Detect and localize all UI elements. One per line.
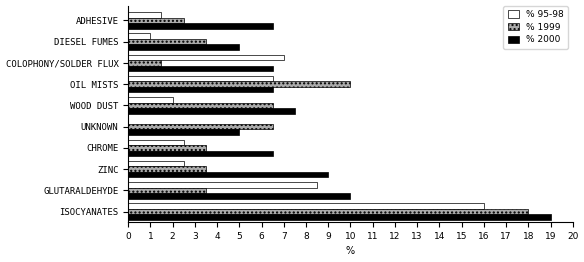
Bar: [128, 54, 284, 60]
Bar: [128, 145, 206, 151]
Bar: [128, 33, 151, 39]
Bar: [128, 103, 273, 108]
Bar: [128, 23, 273, 29]
Bar: [128, 66, 273, 71]
Bar: [128, 161, 184, 166]
Bar: [128, 45, 239, 50]
Bar: [128, 76, 273, 81]
Bar: [128, 18, 184, 23]
Legend: % 95-98, % 1999, % 2000: % 95-98, % 1999, % 2000: [503, 6, 568, 49]
Bar: [128, 39, 206, 45]
Bar: [128, 81, 350, 87]
Bar: [128, 209, 529, 214]
Bar: [128, 172, 328, 177]
Bar: [128, 97, 173, 103]
Bar: [128, 193, 350, 199]
Bar: [128, 203, 484, 209]
Bar: [128, 188, 206, 193]
Bar: [128, 12, 162, 18]
Bar: [128, 108, 295, 114]
Bar: [128, 60, 162, 66]
Bar: [128, 151, 273, 156]
Bar: [128, 124, 273, 129]
X-axis label: %: %: [346, 247, 355, 256]
Bar: [128, 166, 206, 172]
Bar: [128, 129, 239, 135]
Bar: [128, 140, 184, 145]
Bar: [128, 182, 317, 188]
Bar: [128, 87, 273, 92]
Bar: [128, 214, 551, 220]
